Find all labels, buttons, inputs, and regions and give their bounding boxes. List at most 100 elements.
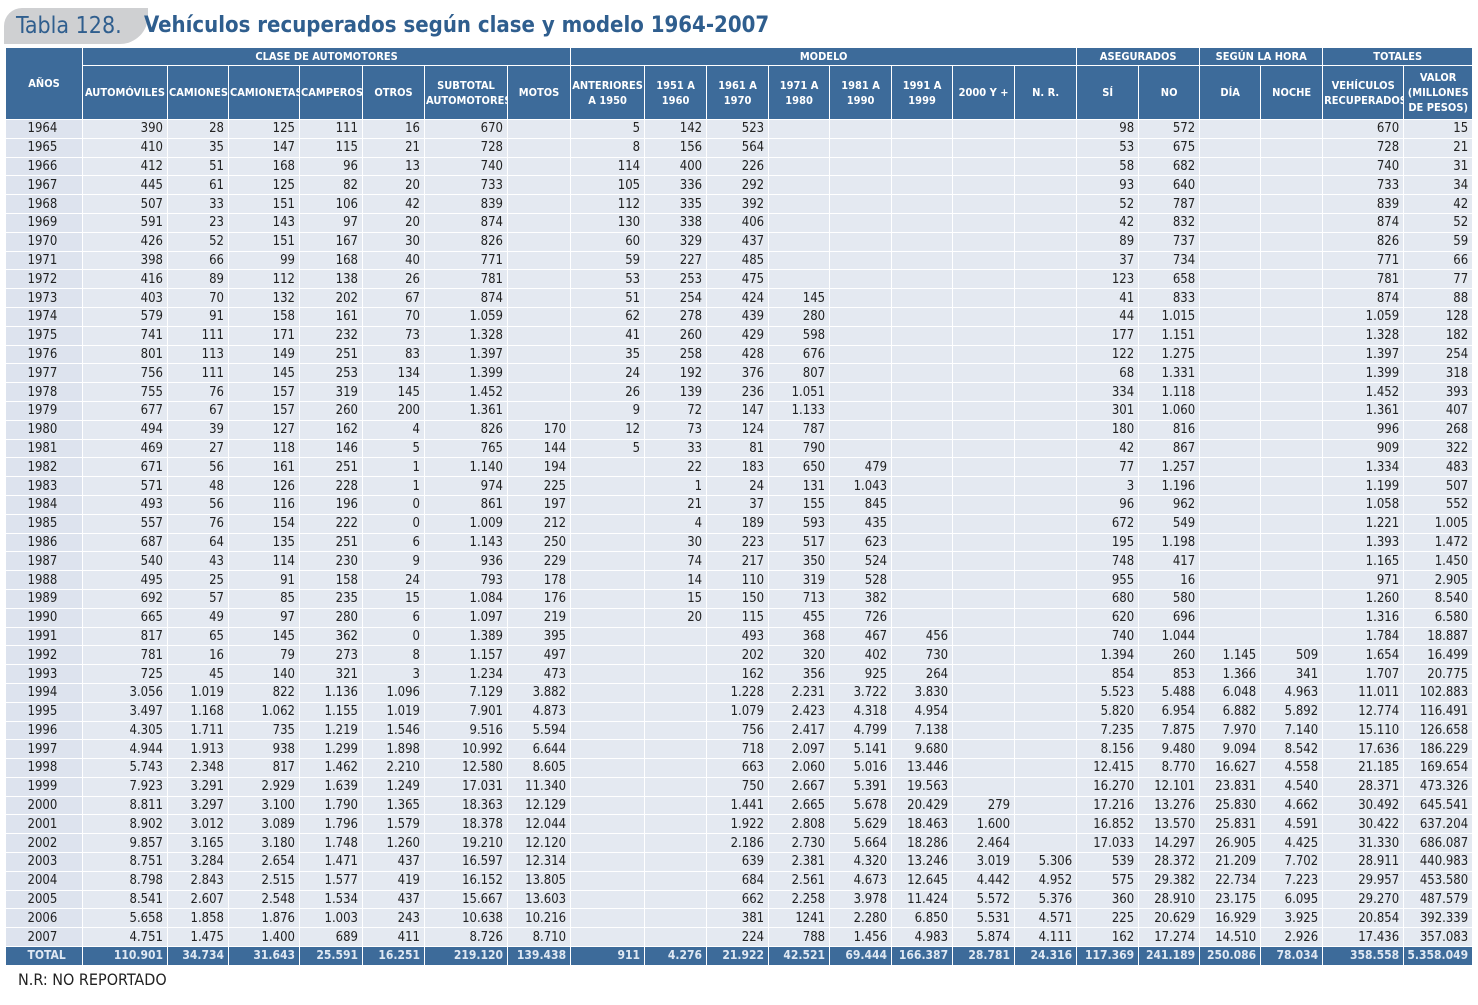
table-cell xyxy=(1014,194,1078,214)
table-cell: 33 xyxy=(644,439,708,459)
table-cell xyxy=(891,288,954,308)
table-cell: 1.534 xyxy=(299,890,363,910)
table-cell: 1.044 xyxy=(1138,627,1201,647)
table-cell: 113 xyxy=(167,345,229,365)
table-cell: 3.012 xyxy=(167,814,229,835)
table-cell: 13.570 xyxy=(1138,814,1201,835)
table-cell: 14 xyxy=(644,570,708,590)
group-header: ASEGURADOS xyxy=(1076,47,1201,66)
table-cell xyxy=(570,514,646,534)
table-cell: 19.210 xyxy=(424,833,508,854)
table-cell xyxy=(1260,307,1324,327)
table-cell xyxy=(952,401,1016,421)
table-cell: 8.726 xyxy=(424,927,508,948)
table-cell: 1.450 xyxy=(1403,551,1474,572)
table-cell: 7.970 xyxy=(1199,721,1262,741)
column-header: 1981 A 1990 xyxy=(829,65,893,120)
table-cell: 1.118 xyxy=(1138,382,1201,402)
table-cell: 89 xyxy=(167,269,229,290)
table-cell: 128 xyxy=(1403,307,1474,327)
table-cell: 112 xyxy=(570,194,646,214)
table-cell xyxy=(1014,495,1078,515)
table-row: 1974 579 91 158 161 70 1.059 62 278 439 280 44 1.015… xyxy=(5,307,1474,327)
table-cell xyxy=(507,194,572,214)
table-cell: 1.015 xyxy=(1138,307,1201,327)
table-cell: 279 xyxy=(952,796,1016,816)
table-cell xyxy=(1260,514,1324,534)
table-cell: 2.561 xyxy=(768,871,831,891)
table-cell: 21 xyxy=(1403,138,1474,158)
table-cell: 8.540 xyxy=(1403,589,1474,609)
table-cell: 411 xyxy=(362,927,425,948)
table-cell: 1.784 xyxy=(1322,627,1405,647)
table-cell xyxy=(1260,476,1324,496)
table-row: 1973 403 70 132 202 67 874 51 254 424 145 41 833 874 8… xyxy=(5,288,1474,308)
total-cell: 21.922 xyxy=(706,946,770,966)
table-cell: 16.929 xyxy=(1199,908,1262,929)
table-cell xyxy=(1260,589,1324,609)
table-cell: 114 xyxy=(228,551,300,572)
table-cell: 874 xyxy=(424,288,508,308)
table-cell: 48 xyxy=(167,476,229,496)
footnote: N.R: NO REPORTADO xyxy=(18,970,167,989)
table-cell: 12.129 xyxy=(507,796,572,816)
table-cell: 81 xyxy=(706,439,770,459)
table-cell: 64 xyxy=(167,533,229,553)
table-row: 1966 412 51 168 96 13 740 114 400 226 58 682 740 31 xyxy=(5,157,1474,177)
table-cell: 1.249 xyxy=(362,777,425,797)
table-cell: 1.328 xyxy=(1322,326,1405,346)
table-cell: 74 xyxy=(644,551,708,572)
table-cell: 8.751 xyxy=(82,852,168,872)
column-header: 1961 A 1970 xyxy=(706,65,770,120)
table-cell xyxy=(1014,721,1078,741)
table-cell xyxy=(952,420,1016,440)
table-cell: 1.331 xyxy=(1138,363,1201,384)
table-cell: 4 xyxy=(362,420,425,440)
column-header: CAMIONES xyxy=(167,65,229,120)
table-cell: 31.330 xyxy=(1322,833,1405,854)
table-cell xyxy=(1199,138,1262,158)
table-cell: 826 xyxy=(1322,232,1405,252)
table-cell xyxy=(829,420,893,440)
table-cell xyxy=(1199,420,1262,440)
table-cell xyxy=(891,495,954,515)
table-cell: 686.087 xyxy=(1403,833,1474,854)
table-cell: 356 xyxy=(768,664,831,684)
table-cell: 21.185 xyxy=(1322,758,1405,778)
table-cell: 2.548 xyxy=(228,890,300,910)
table-cell: 2.186 xyxy=(706,833,770,854)
table-cell: 1.019 xyxy=(362,702,425,722)
table-cell: 9 xyxy=(570,401,646,421)
table-cell xyxy=(1199,232,1262,252)
table-cell xyxy=(507,363,572,384)
table-cell: 1.133 xyxy=(768,401,831,421)
column-header: VEHÍCULOS RECUPERADOS xyxy=(1322,65,1405,120)
table-cell: 280 xyxy=(768,307,831,327)
table-cell: 9 xyxy=(362,551,425,572)
table-cell xyxy=(891,401,954,421)
table-cell: 1.913 xyxy=(167,739,229,760)
table-row: 1964 390 28 125 111 16 670 5 142 523 98 572 670 15 xyxy=(5,119,1474,139)
table-cell: 254 xyxy=(644,288,708,308)
table-cell: 790 xyxy=(768,439,831,459)
table-cell: 24 xyxy=(570,363,646,384)
table-cell xyxy=(644,833,708,854)
table-cell: 1.275 xyxy=(1138,345,1201,365)
table-cell: 56 xyxy=(167,457,229,478)
table-cell: 10.216 xyxy=(507,908,572,929)
table-cell: 3.830 xyxy=(891,683,954,703)
table-cell: 77 xyxy=(1076,457,1140,478)
table-cell: 145 xyxy=(228,627,300,647)
table-cell: 1 xyxy=(362,457,425,478)
table-cell xyxy=(507,232,572,252)
table-cell xyxy=(1014,119,1078,139)
table-cell: 16 xyxy=(1138,570,1201,590)
table-cell: 21 xyxy=(362,138,425,158)
table-cell xyxy=(644,871,708,891)
table-row: 1971 398 66 99 168 40 771 59 227 485 37 734 771 66 xyxy=(5,251,1474,271)
table-cell: 575 xyxy=(1076,871,1140,891)
table-row: 1969 591 23 143 97 20 874 130 338 406 42 832 874 52 xyxy=(5,213,1474,233)
table-cell xyxy=(1199,194,1262,214)
table-cell xyxy=(829,269,893,290)
table-cell: 5.820 xyxy=(1076,702,1140,722)
